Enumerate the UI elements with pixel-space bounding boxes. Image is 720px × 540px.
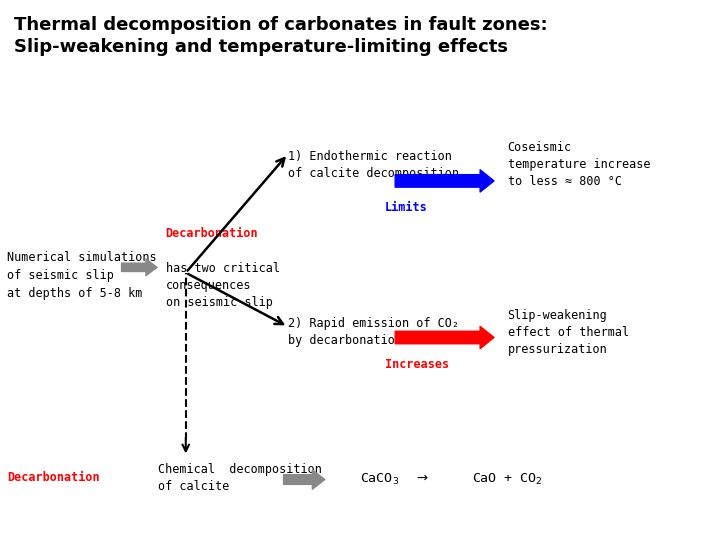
Text: Decarbonation: Decarbonation: [7, 471, 100, 484]
Text: Limits: Limits: [385, 201, 428, 214]
Text: Increases: Increases: [385, 358, 449, 371]
Text: CaO + CO$_2$: CaO + CO$_2$: [472, 472, 542, 487]
Text: Thermal decomposition of carbonates in fault zones:
Slip-weakening and temperatu: Thermal decomposition of carbonates in f…: [14, 16, 548, 56]
Text: has two critical
consequences
on seismic slip: has two critical consequences on seismic…: [166, 262, 279, 309]
Text: Decarbonation: Decarbonation: [166, 227, 258, 240]
Text: CaCO$_3$  $\rightarrow$: CaCO$_3$ $\rightarrow$: [360, 472, 429, 487]
Text: Coseismic
temperature increase
to less ≈ 800 °C: Coseismic temperature increase to less ≈…: [508, 141, 650, 188]
Text: Numerical simulations
of seismic slip
at depths of 5-8 km: Numerical simulations of seismic slip at…: [7, 251, 157, 300]
Text: 2) Rapid emission of CO₂
by decarbonation: 2) Rapid emission of CO₂ by decarbonatio…: [288, 317, 459, 347]
Text: Slip-weakening
effect of thermal
pressurization: Slip-weakening effect of thermal pressur…: [508, 308, 629, 356]
Text: 1) Endothermic reaction
of calcite decomposition: 1) Endothermic reaction of calcite decom…: [288, 150, 459, 180]
Text: Chemical  decomposition
of calcite: Chemical decomposition of calcite: [158, 463, 323, 493]
